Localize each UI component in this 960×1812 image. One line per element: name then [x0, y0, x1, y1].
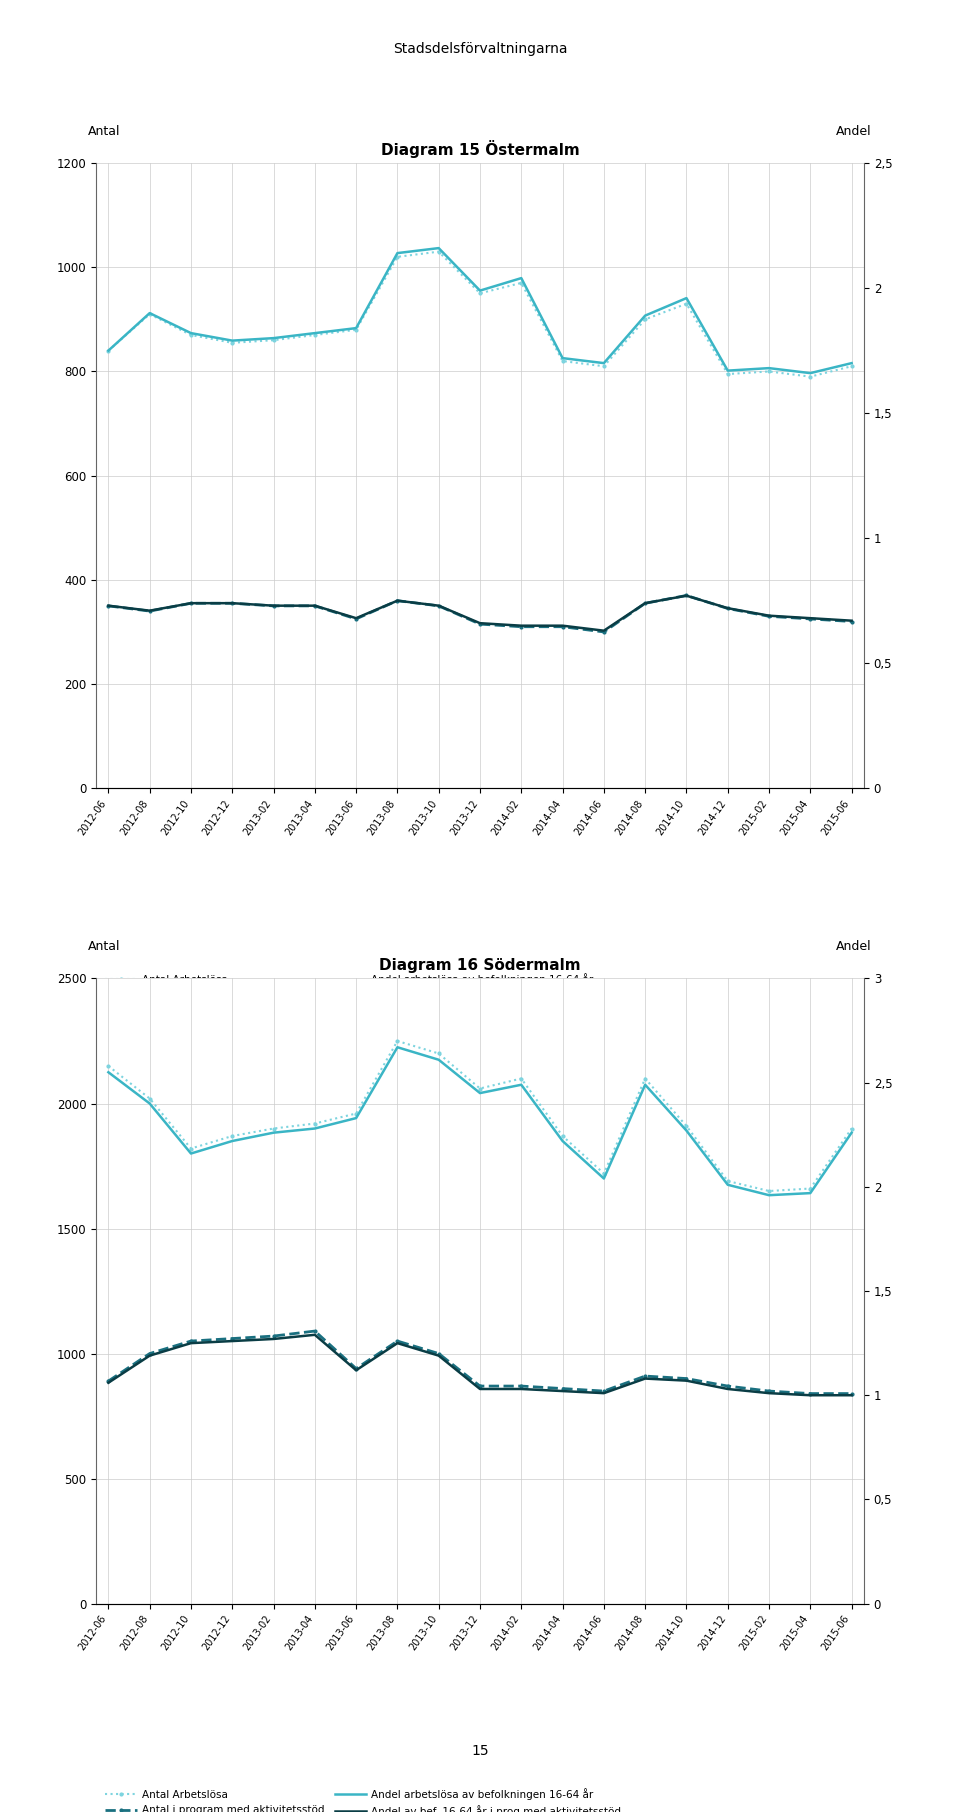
Legend: Antal Arbetslösa, Antal i program med aktivitetsstöd, Andel arbetslösa av befolk: Antal Arbetslösa, Antal i program med ak… — [101, 1783, 625, 1812]
Text: 15: 15 — [471, 1743, 489, 1758]
Legend: Antal Arbetslösa, Antal i program med aktivitetsstöd, Andel arbetslösa av befolk: Antal Arbetslösa, Antal i program med ak… — [101, 968, 625, 1006]
Text: Antal: Antal — [88, 940, 121, 953]
Title: Diagram 16 Södermalm: Diagram 16 Södermalm — [379, 959, 581, 973]
Text: Stadsdelsförvaltningarna: Stadsdelsförvaltningarna — [393, 42, 567, 56]
Title: Diagram 15 Östermalm: Diagram 15 Östermalm — [380, 140, 580, 158]
Text: Andel: Andel — [836, 125, 872, 138]
Text: Antal: Antal — [88, 125, 121, 138]
Text: Andel: Andel — [836, 940, 872, 953]
